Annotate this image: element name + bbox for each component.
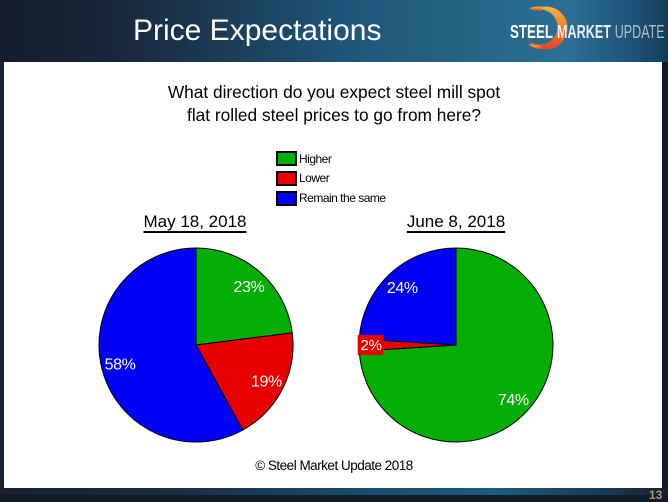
- svg-text:MARKET: MARKET: [557, 22, 611, 42]
- svg-text:23%: 23%: [233, 279, 264, 296]
- svg-text:74%: 74%: [498, 392, 529, 409]
- svg-text:19%: 19%: [251, 373, 282, 390]
- svg-text:UPDATE: UPDATE: [615, 22, 665, 42]
- svg-text:24%: 24%: [387, 280, 418, 297]
- svg-text:STEEL: STEEL: [510, 22, 553, 42]
- svg-text:58%: 58%: [104, 356, 135, 373]
- svg-text:2%: 2%: [361, 337, 382, 354]
